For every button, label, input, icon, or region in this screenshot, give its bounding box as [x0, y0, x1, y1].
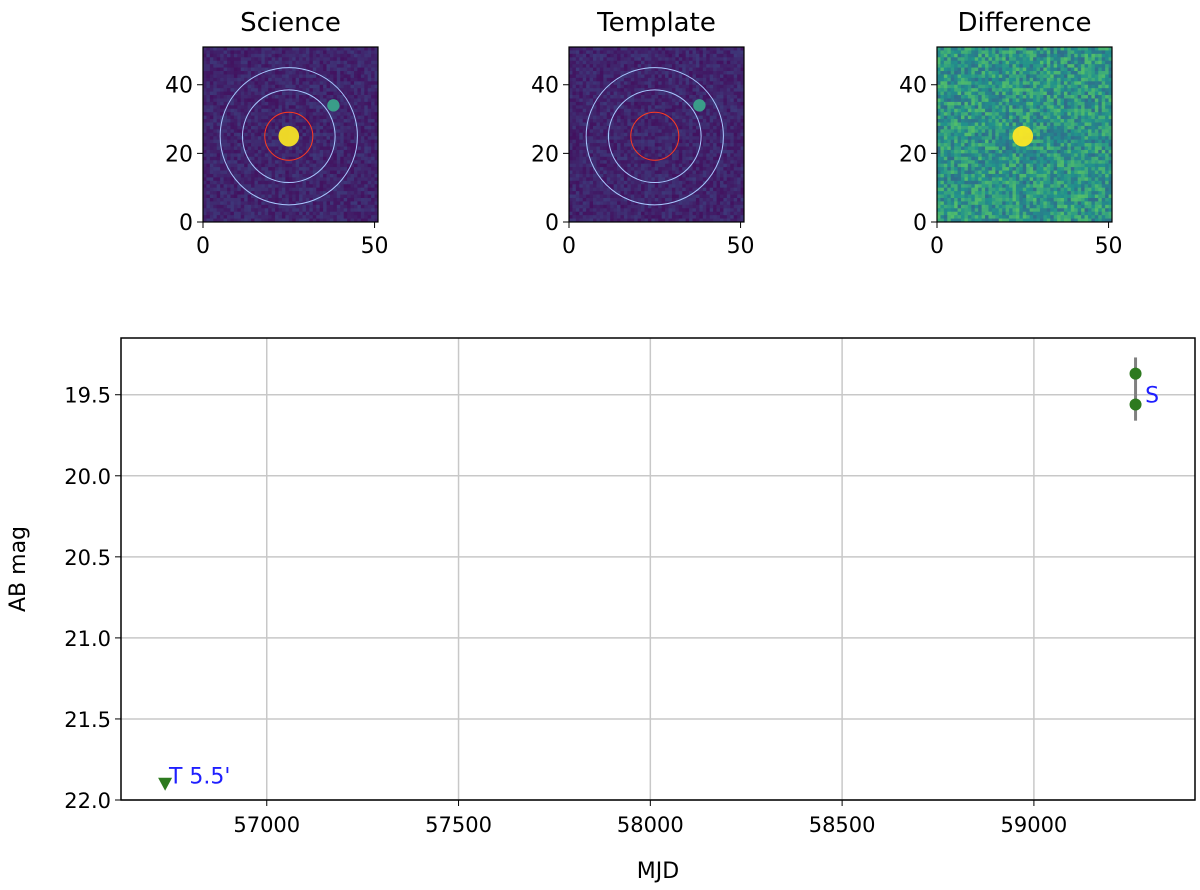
x-tick-label: 57500	[425, 813, 492, 837]
panel-title: Difference	[957, 8, 1091, 38]
aperture-circle	[585, 67, 724, 206]
y-tick-label: 40	[165, 74, 193, 99]
x-tick-label: 57000	[233, 813, 300, 837]
y-tick-label: 21.5	[64, 708, 111, 732]
upper-limit-marker	[158, 777, 173, 791]
x-tick-label: 58000	[617, 813, 684, 837]
annotation-label: S	[1145, 384, 1159, 409]
source-blob	[278, 125, 300, 147]
y-tick-label: 20	[165, 142, 193, 167]
panel-science: Science 0 50 0 20 40	[165, 8, 389, 259]
y-tick-label: 40	[899, 74, 927, 99]
x-tick-label: 50	[361, 234, 389, 259]
detection-point	[1129, 367, 1142, 380]
y-tick-label: 22.0	[64, 789, 111, 813]
y-tick-label: 40	[531, 74, 559, 99]
x-tick-label: 59000	[1000, 813, 1067, 837]
y-tick-label: 20	[531, 142, 559, 167]
detection-point	[1129, 398, 1142, 411]
y-tick-label: 0	[179, 211, 193, 236]
x-tick-label: 50	[1095, 234, 1123, 259]
y-tick-label: 19.5	[64, 384, 111, 408]
y-tick-label: 0	[913, 211, 927, 236]
light-curve-plot: 57000 57500 58000 58500 59000 19.5 20.0 20.5 21.…	[6, 337, 1196, 884]
y-axis-label: AB mag	[6, 526, 31, 612]
source-blob	[327, 99, 340, 112]
panel-title: Science	[240, 8, 341, 38]
x-axis-label: MJD	[637, 859, 679, 884]
aperture-circle	[241, 89, 336, 184]
y-tick-label: 21.0	[64, 627, 111, 651]
y-tick-label: 0	[545, 211, 559, 236]
y-tick-label: 20.5	[64, 546, 111, 570]
x-tick-label: 0	[930, 234, 944, 259]
panel-difference: Difference 0 50 0 20 40	[899, 8, 1123, 259]
aperture-circle	[264, 111, 314, 161]
x-tick-label: 50	[727, 234, 755, 259]
annotation-label: T 5.5'	[168, 765, 230, 790]
panel-frame	[568, 46, 745, 223]
x-tick-label: 0	[562, 234, 576, 259]
plot-frame	[120, 337, 1196, 801]
source-blob	[1012, 125, 1034, 147]
panel-frame	[202, 46, 379, 223]
aperture-circle	[630, 111, 680, 161]
x-tick-label: 0	[196, 234, 210, 259]
aperture-circle	[607, 89, 702, 184]
y-tick-label: 20	[899, 142, 927, 167]
panel-template: Template 0 50 0 20 40	[531, 8, 755, 259]
y-tick-label: 20.0	[64, 465, 111, 489]
aperture-circle	[219, 67, 358, 206]
panel-title: Template	[596, 8, 716, 38]
panel-frame	[936, 46, 1113, 223]
source-blob	[693, 99, 706, 112]
x-tick-label: 58500	[809, 813, 876, 837]
